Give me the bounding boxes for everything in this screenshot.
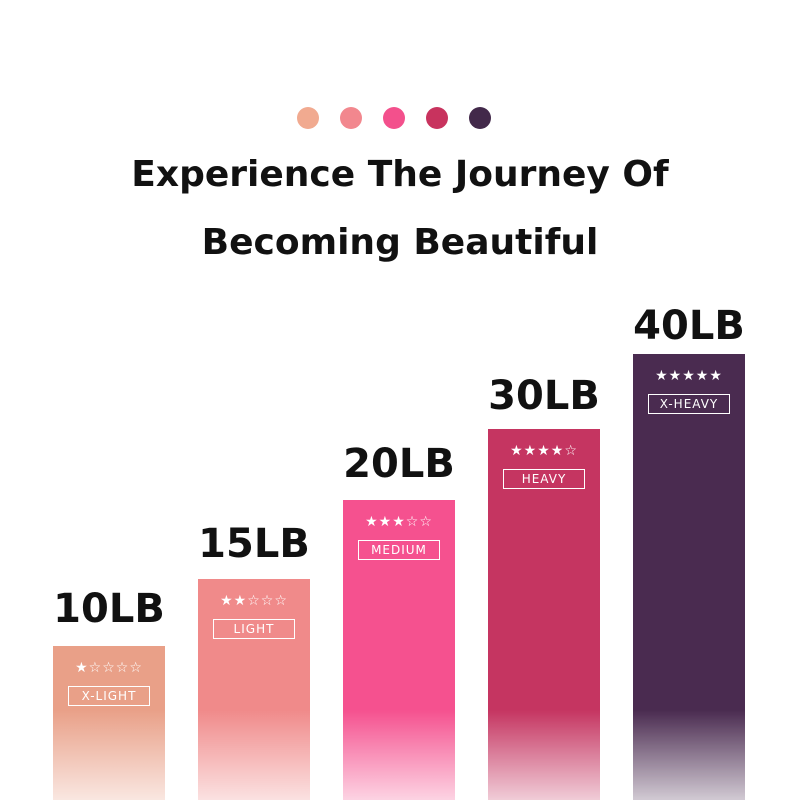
weight-label: 30LB (488, 373, 600, 419)
dot (469, 107, 491, 129)
bottom-fade (0, 710, 800, 800)
stars: ★★☆☆☆ (220, 593, 288, 609)
level-label: LIGHT (213, 619, 295, 639)
title-line: Becoming Beautiful (201, 222, 599, 263)
weight-label: 10LB (53, 586, 165, 632)
stars: ★★★☆☆ (365, 514, 433, 530)
weight-label: 20LB (343, 441, 455, 487)
level-label: X-LIGHT (68, 686, 150, 706)
level-label: MEDIUM (358, 540, 440, 560)
dot (383, 107, 405, 129)
stars: ★★★★☆ (510, 443, 578, 459)
weight-label: 40LB (633, 303, 745, 349)
title-line: Experience The Journey Of (131, 154, 669, 195)
level-label: X-HEAVY (648, 394, 730, 414)
stars: ★★★★★ (655, 368, 723, 384)
dot (297, 107, 319, 129)
stars: ★☆☆☆☆ (75, 660, 143, 676)
dot (340, 107, 362, 129)
weight-label: 15LB (198, 521, 310, 567)
level-label: HEAVY (503, 469, 585, 489)
dot (426, 107, 448, 129)
